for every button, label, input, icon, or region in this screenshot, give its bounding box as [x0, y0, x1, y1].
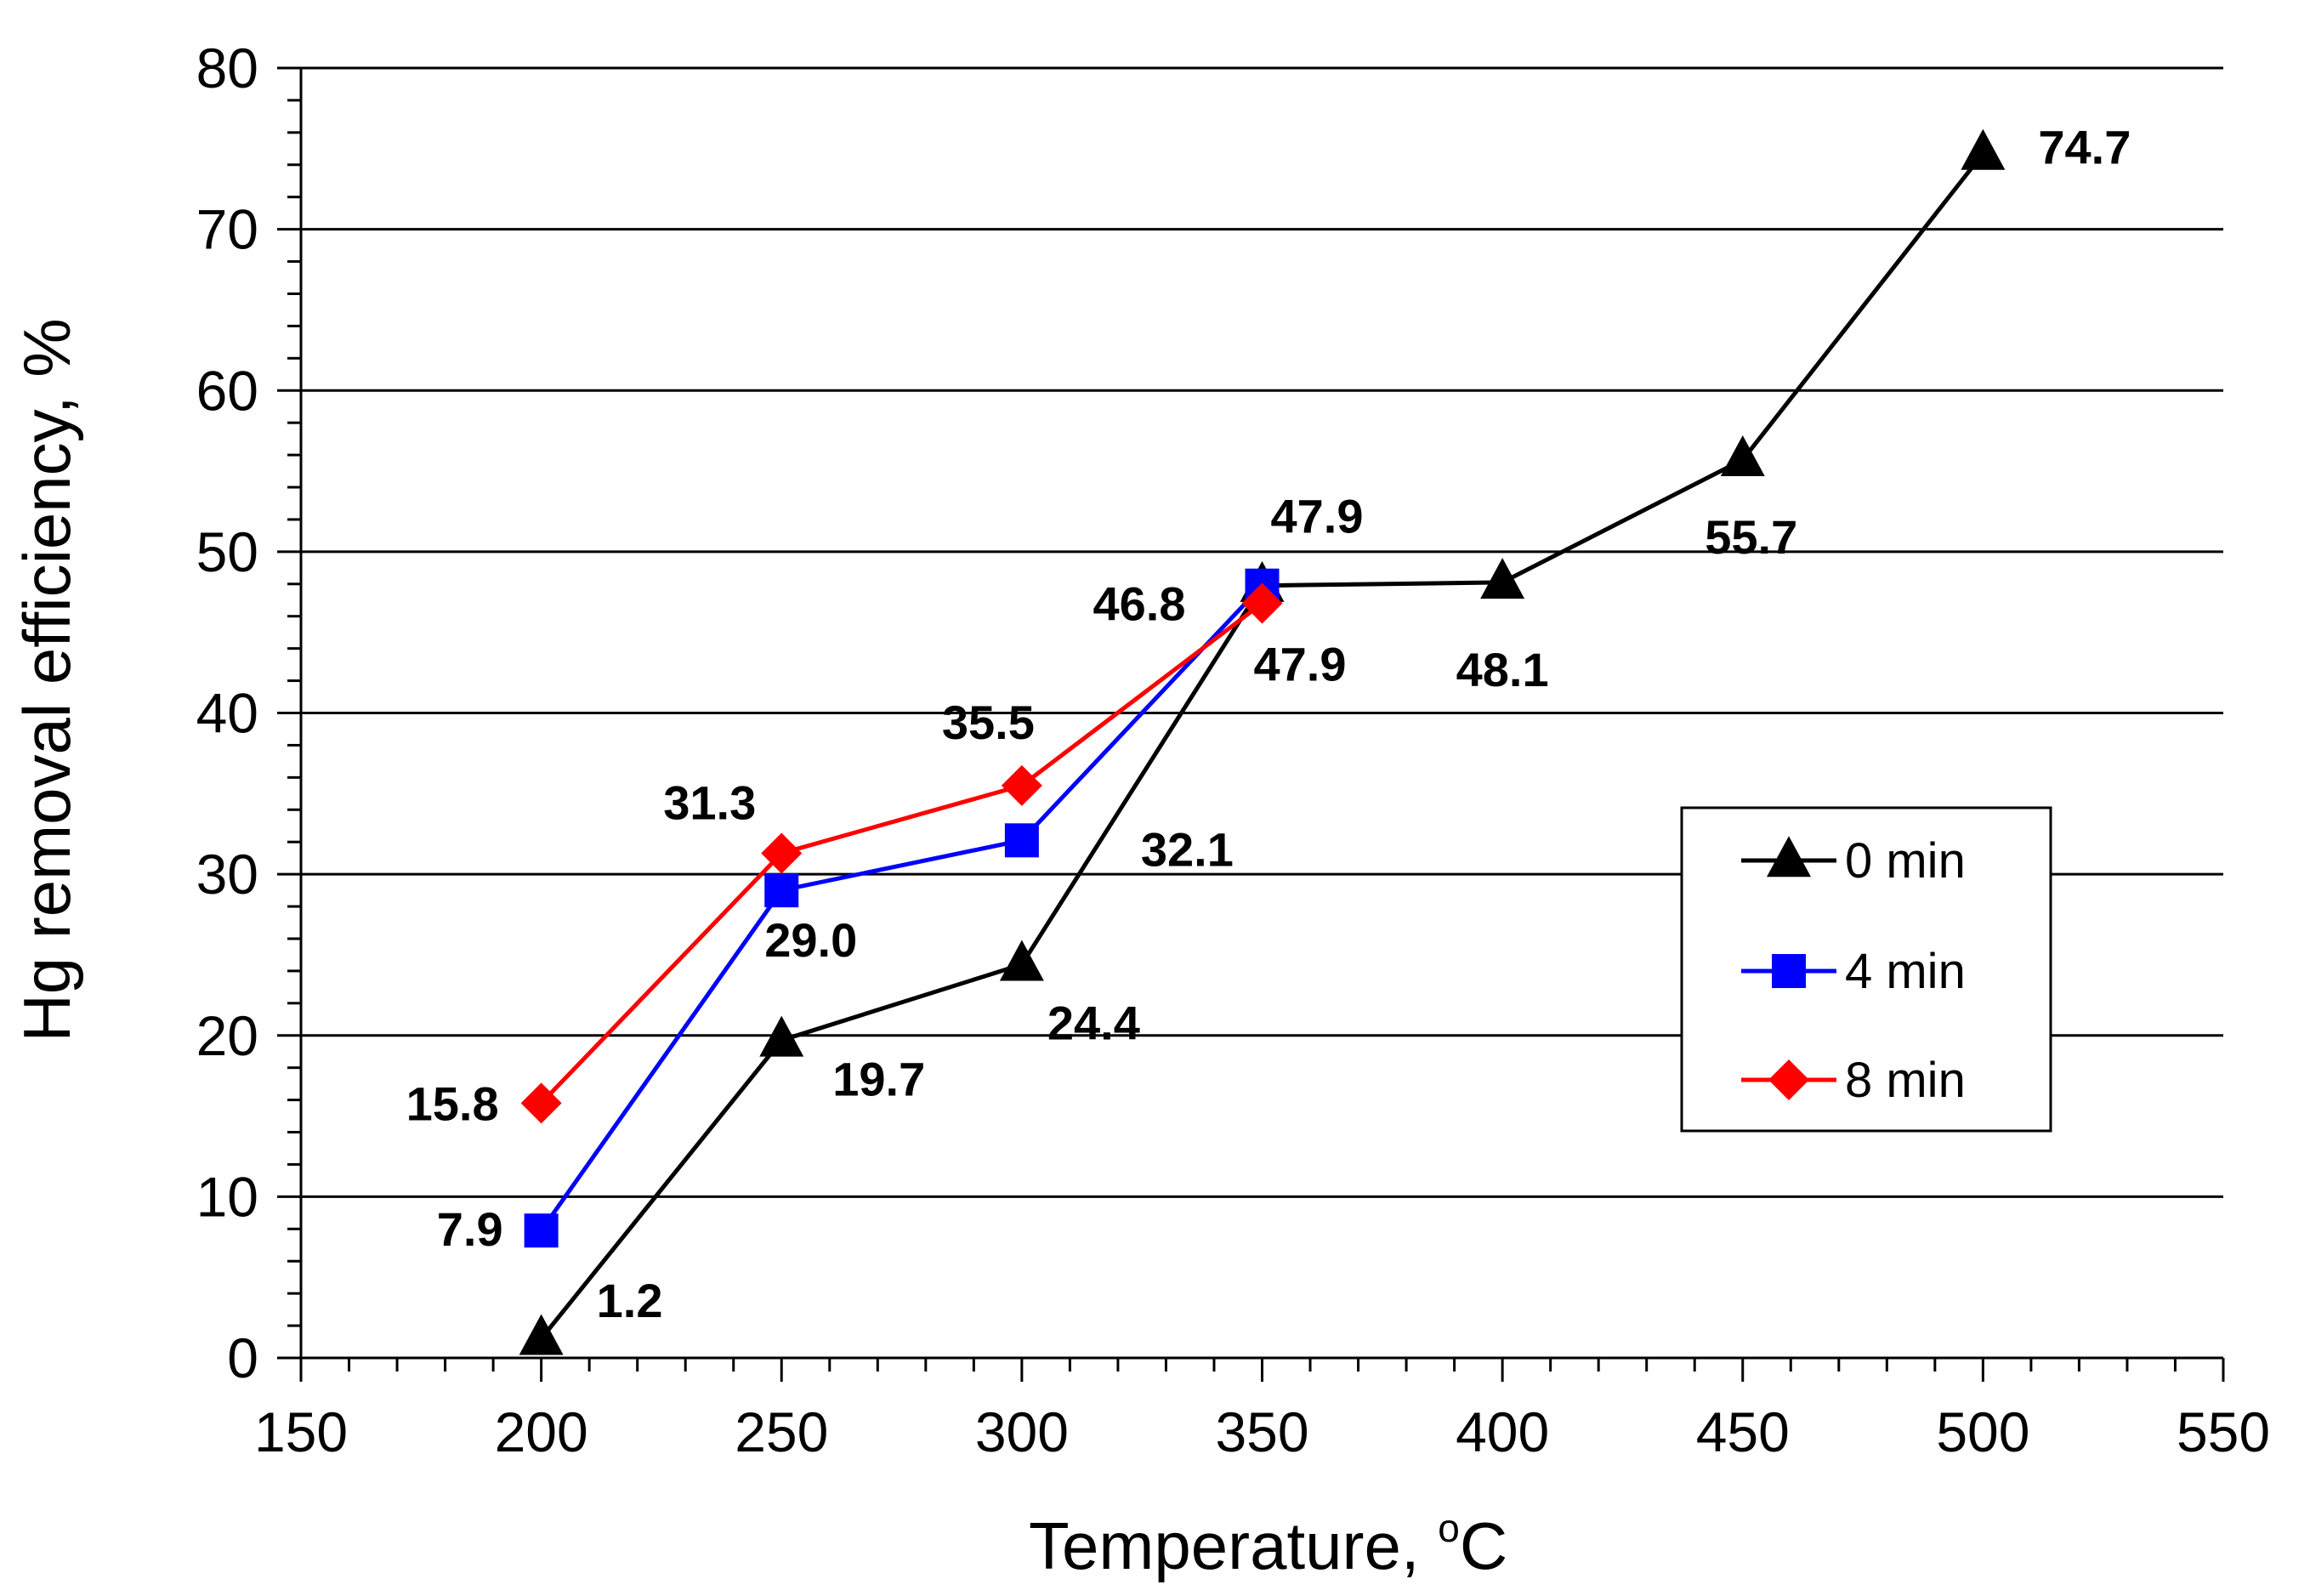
data-label-series-0-3: 47.9	[1254, 638, 1347, 691]
data-label-series-0-1: 19.7	[832, 1052, 925, 1105]
series-2-point-1	[761, 832, 803, 874]
x-tick-label-400: 400	[1456, 1400, 1549, 1463]
series-0-point-5	[1720, 434, 1765, 476]
y-tick-label-60: 60	[196, 359, 258, 422]
series-1-point-2	[1004, 823, 1039, 858]
data-labels: 1.2 19.7 24.4 47.9 48.1 55.7 74.7 7.9 29.0 32.1 47…	[406, 121, 2131, 1328]
x-tick-label-550: 550	[2177, 1400, 2270, 1463]
y-tick-label-80: 80	[196, 37, 258, 99]
data-label-series-2-1: 31.3	[663, 775, 756, 829]
series-0-point-1	[759, 1015, 804, 1057]
series-1-point-1	[764, 873, 799, 908]
legend-label-0: 0 min	[1845, 833, 1966, 889]
data-label-series-0-6: 74.7	[2038, 121, 2131, 174]
y-tick-label-10: 10	[196, 1165, 258, 1228]
y-tick-label-50: 50	[196, 520, 258, 583]
x-tick-label-250: 250	[735, 1400, 828, 1463]
y-tick-label-0: 0	[227, 1326, 258, 1389]
data-label-series-2-2: 35.5	[942, 696, 1035, 749]
series-line-0	[539, 151, 1985, 1340]
data-label-series-2-3: 46.8	[1093, 577, 1186, 631]
legend-label-2: 8 min	[1845, 1053, 1966, 1108]
y-tick-label-20: 20	[196, 1004, 258, 1067]
y-tick-label-40: 40	[196, 682, 258, 745]
legend-marker-0	[1767, 836, 1811, 878]
series-0-point-2	[999, 940, 1044, 981]
y-tick-label-70: 70	[196, 198, 258, 261]
data-series	[519, 128, 2006, 1355]
y-tick-label-30: 30	[196, 843, 258, 906]
series-2-point-3	[1241, 582, 1283, 624]
data-label-series-1-0: 7.9	[437, 1202, 503, 1256]
series-line-2	[539, 601, 1264, 1105]
series-2-point-0	[520, 1082, 562, 1124]
data-label-series-1-1: 29.0	[764, 913, 857, 967]
series-line-1	[539, 583, 1264, 1232]
legend-label-1: 4 min	[1845, 944, 1966, 999]
data-label-series-0-2: 24.4	[1047, 996, 1140, 1049]
x-tick-label-350: 350	[1215, 1400, 1308, 1463]
x-tick-label-150: 150	[254, 1400, 348, 1463]
x-axis-title: Temperature, oC	[1029, 1506, 1507, 1583]
y-axis-title: Hg removal efficiency, %	[9, 318, 84, 1042]
series-1-point-0	[524, 1213, 559, 1248]
x-tick-label-300: 300	[975, 1400, 1069, 1463]
data-label-series-1-2: 32.1	[1141, 822, 1234, 876]
legend-marker-2	[1768, 1059, 1809, 1100]
legend-marker-1	[1772, 954, 1806, 988]
series-0-point-4	[1480, 558, 1525, 599]
data-label-series-2-0: 15.8	[406, 1076, 499, 1130]
legend: 0 min 4 min 8 min	[1680, 806, 2052, 1133]
x-tick-label-500: 500	[1936, 1400, 2029, 1463]
data-label-series-1-3: 47.9	[1271, 490, 1364, 543]
x-tick-label-200: 200	[495, 1400, 588, 1463]
x-tick-label-450: 450	[1696, 1400, 1790, 1463]
x-axis-title-unit: C	[1460, 1508, 1507, 1583]
series-0-point-0	[519, 1314, 564, 1355]
grid-lines	[301, 66, 2223, 1198]
data-label-series-0-0: 1.2	[597, 1274, 663, 1327]
x-axis-title-main: Temperature,	[1029, 1508, 1438, 1583]
series-0-point-6	[1961, 128, 2006, 170]
x-axis-title-degree: o	[1438, 1506, 1460, 1550]
tick-labels: 0 10 20 30 40 50 60 70 80 150 200 250 300 350 400 450 50…	[196, 37, 2270, 1463]
data-label-series-0-4: 48.1	[1456, 643, 1549, 696]
series-2-point-2	[1001, 764, 1042, 806]
data-label-series-0-5: 55.7	[1705, 510, 1797, 564]
axes	[277, 66, 2225, 1382]
